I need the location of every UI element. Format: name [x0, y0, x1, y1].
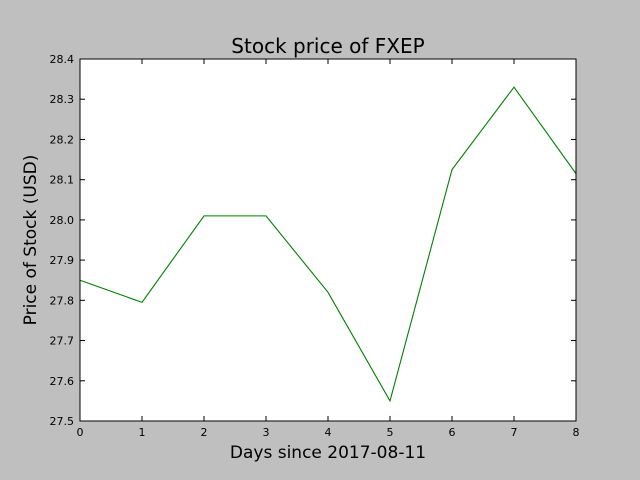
x-tick-label: 1: [139, 426, 146, 439]
y-tick-label: 28.3: [50, 93, 75, 106]
y-tick-label: 28.1: [50, 174, 75, 187]
chart-title: Stock price of FXEP: [231, 34, 424, 58]
y-axis-label: Price of Stock (USD): [21, 155, 41, 326]
y-tick-label: 27.7: [50, 335, 75, 348]
y-tick-label: 28.0: [50, 214, 75, 227]
y-tick-label: 28.4: [50, 53, 75, 66]
y-tick-label: 27.9: [50, 254, 75, 267]
plot-area: [80, 59, 576, 421]
x-tick-label: 8: [573, 426, 580, 439]
y-tick-label: 28.2: [50, 133, 75, 146]
y-tick-label: 27.8: [50, 294, 75, 307]
x-tick-label: 7: [511, 426, 518, 439]
x-tick-label: 0: [77, 426, 84, 439]
y-tick-label: 27.5: [50, 415, 75, 428]
x-tick-label: 6: [449, 426, 456, 439]
x-tick-label: 2: [201, 426, 208, 439]
x-tick-label: 4: [325, 426, 332, 439]
x-tick-label: 3: [263, 426, 270, 439]
y-tick-label: 27.6: [50, 375, 75, 388]
x-tick-label: 5: [387, 426, 394, 439]
x-axis-label: Days since 2017-08-11: [230, 443, 426, 463]
